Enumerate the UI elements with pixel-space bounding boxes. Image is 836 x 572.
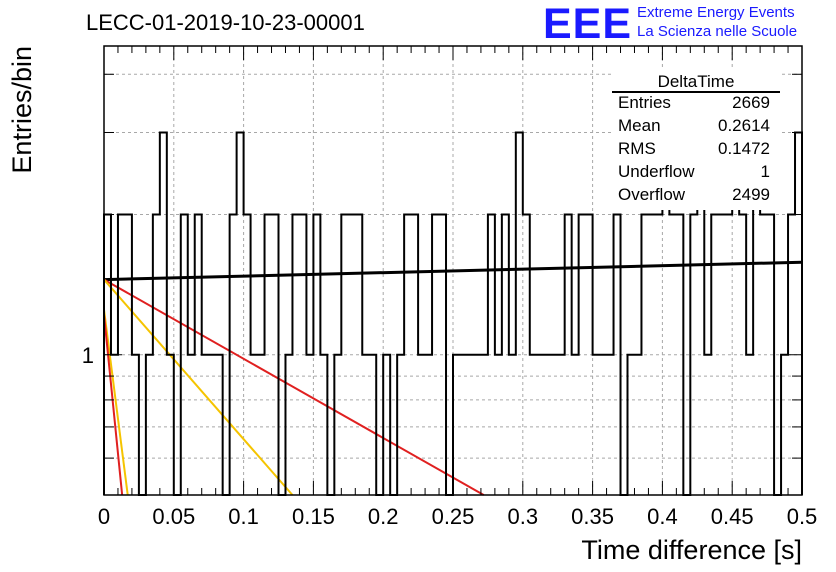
stats-value: 0.1472 [718,139,770,158]
stats-label: RMS [618,139,656,158]
stats-row-mean: Mean 0.2614 [618,116,770,139]
stats-value: 2669 [732,93,770,112]
stats-row-rms: RMS 0.1472 [618,139,770,162]
stats-box: DeltaTime Entries 2669 Mean 0.2614 RMS 0… [612,70,780,210]
y-axis-title: Entries/bin [7,46,37,174]
fit-line [103,260,803,282]
fit-line [103,309,129,496]
stats-label: Mean [618,116,661,135]
x-tick-label: 0.05 [152,504,195,529]
stats-row-entries: Entries 2669 [618,93,770,116]
x-tick-label: 0.3 [508,504,539,529]
x-axis-title: Time difference [s] [581,535,802,565]
stats-divider [612,91,780,93]
stats-row-overflow: Overflow 2499 [618,185,770,208]
x-tick-label: 0.25 [432,504,475,529]
brand-logo: EEE [543,0,633,48]
stats-value: 0.2614 [718,116,770,135]
stats-value: 2499 [732,185,770,204]
histogram [103,131,803,496]
y-tick-label: 1 [82,343,94,368]
histogram-steps [103,131,803,496]
axis-labels: 0 0.05 0.1 0.15 0.2 0.25 0.3 0.35 0.4 0.45 0.5 1 Tim… [7,46,817,565]
stats-row-underflow: Underflow 1 [618,162,770,185]
fit-line [103,314,124,496]
chart-title: LECC-01-2019-10-23-00001 [86,10,365,35]
x-tick-label: 0 [98,504,110,529]
axes [103,45,803,496]
x-tick-label: 0.4 [647,504,678,529]
stats-value: 1 [760,162,770,181]
stats-label: Overflow [618,185,686,204]
fit-line [103,278,485,496]
brand-line-2: La Scienza nelle Scuole [637,23,798,40]
x-tick-label: 0.35 [571,504,614,529]
x-tick-label: 0.45 [711,504,754,529]
stats-label: Entries [618,93,671,112]
x-tick-label: 0.5 [787,504,818,529]
stats-title: DeltaTime [657,72,735,91]
brand-line-1: Extreme Energy Events [637,4,795,21]
fit-line [103,278,294,496]
x-tick-label: 0.15 [292,504,335,529]
stats-label: Underflow [618,162,695,181]
x-tick-label: 0.2 [368,504,399,529]
x-tick-label: 0.1 [228,504,259,529]
